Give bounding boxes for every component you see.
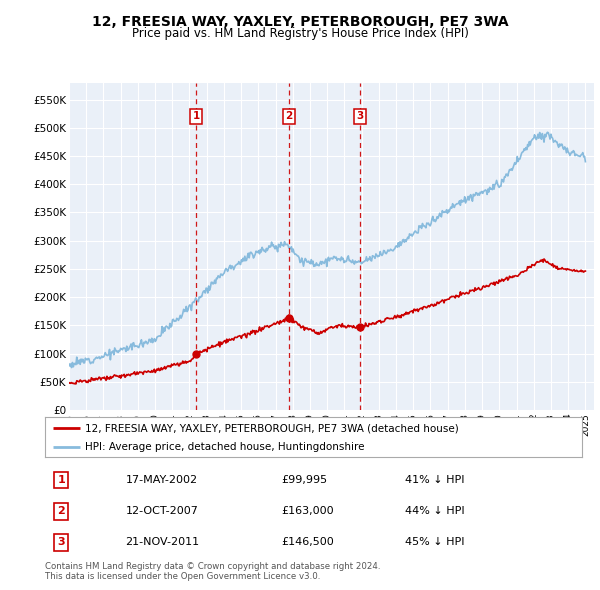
Text: Contains HM Land Registry data © Crown copyright and database right 2024.
This d: Contains HM Land Registry data © Crown c… <box>45 562 380 581</box>
Text: 1: 1 <box>57 475 65 485</box>
Text: 12, FREESIA WAY, YAXLEY, PETERBOROUGH, PE7 3WA (detached house): 12, FREESIA WAY, YAXLEY, PETERBOROUGH, P… <box>85 424 459 434</box>
Text: 12, FREESIA WAY, YAXLEY, PETERBOROUGH, PE7 3WA: 12, FREESIA WAY, YAXLEY, PETERBOROUGH, P… <box>92 15 508 29</box>
Text: 45% ↓ HPI: 45% ↓ HPI <box>405 537 464 548</box>
Text: 1: 1 <box>193 112 200 122</box>
Text: 3: 3 <box>57 537 65 548</box>
Text: £146,500: £146,500 <box>281 537 334 548</box>
Text: 41% ↓ HPI: 41% ↓ HPI <box>405 475 464 485</box>
Text: 21-NOV-2011: 21-NOV-2011 <box>125 537 200 548</box>
Text: 2: 2 <box>286 112 293 122</box>
Text: HPI: Average price, detached house, Huntingdonshire: HPI: Average price, detached house, Hunt… <box>85 442 365 452</box>
Text: £163,000: £163,000 <box>281 506 334 516</box>
Text: Price paid vs. HM Land Registry's House Price Index (HPI): Price paid vs. HM Land Registry's House … <box>131 27 469 40</box>
Text: 2: 2 <box>57 506 65 516</box>
Text: £99,995: £99,995 <box>281 475 328 485</box>
Text: 12-OCT-2007: 12-OCT-2007 <box>125 506 199 516</box>
Text: 44% ↓ HPI: 44% ↓ HPI <box>405 506 464 516</box>
Text: 17-MAY-2002: 17-MAY-2002 <box>125 475 197 485</box>
Text: 3: 3 <box>356 112 364 122</box>
